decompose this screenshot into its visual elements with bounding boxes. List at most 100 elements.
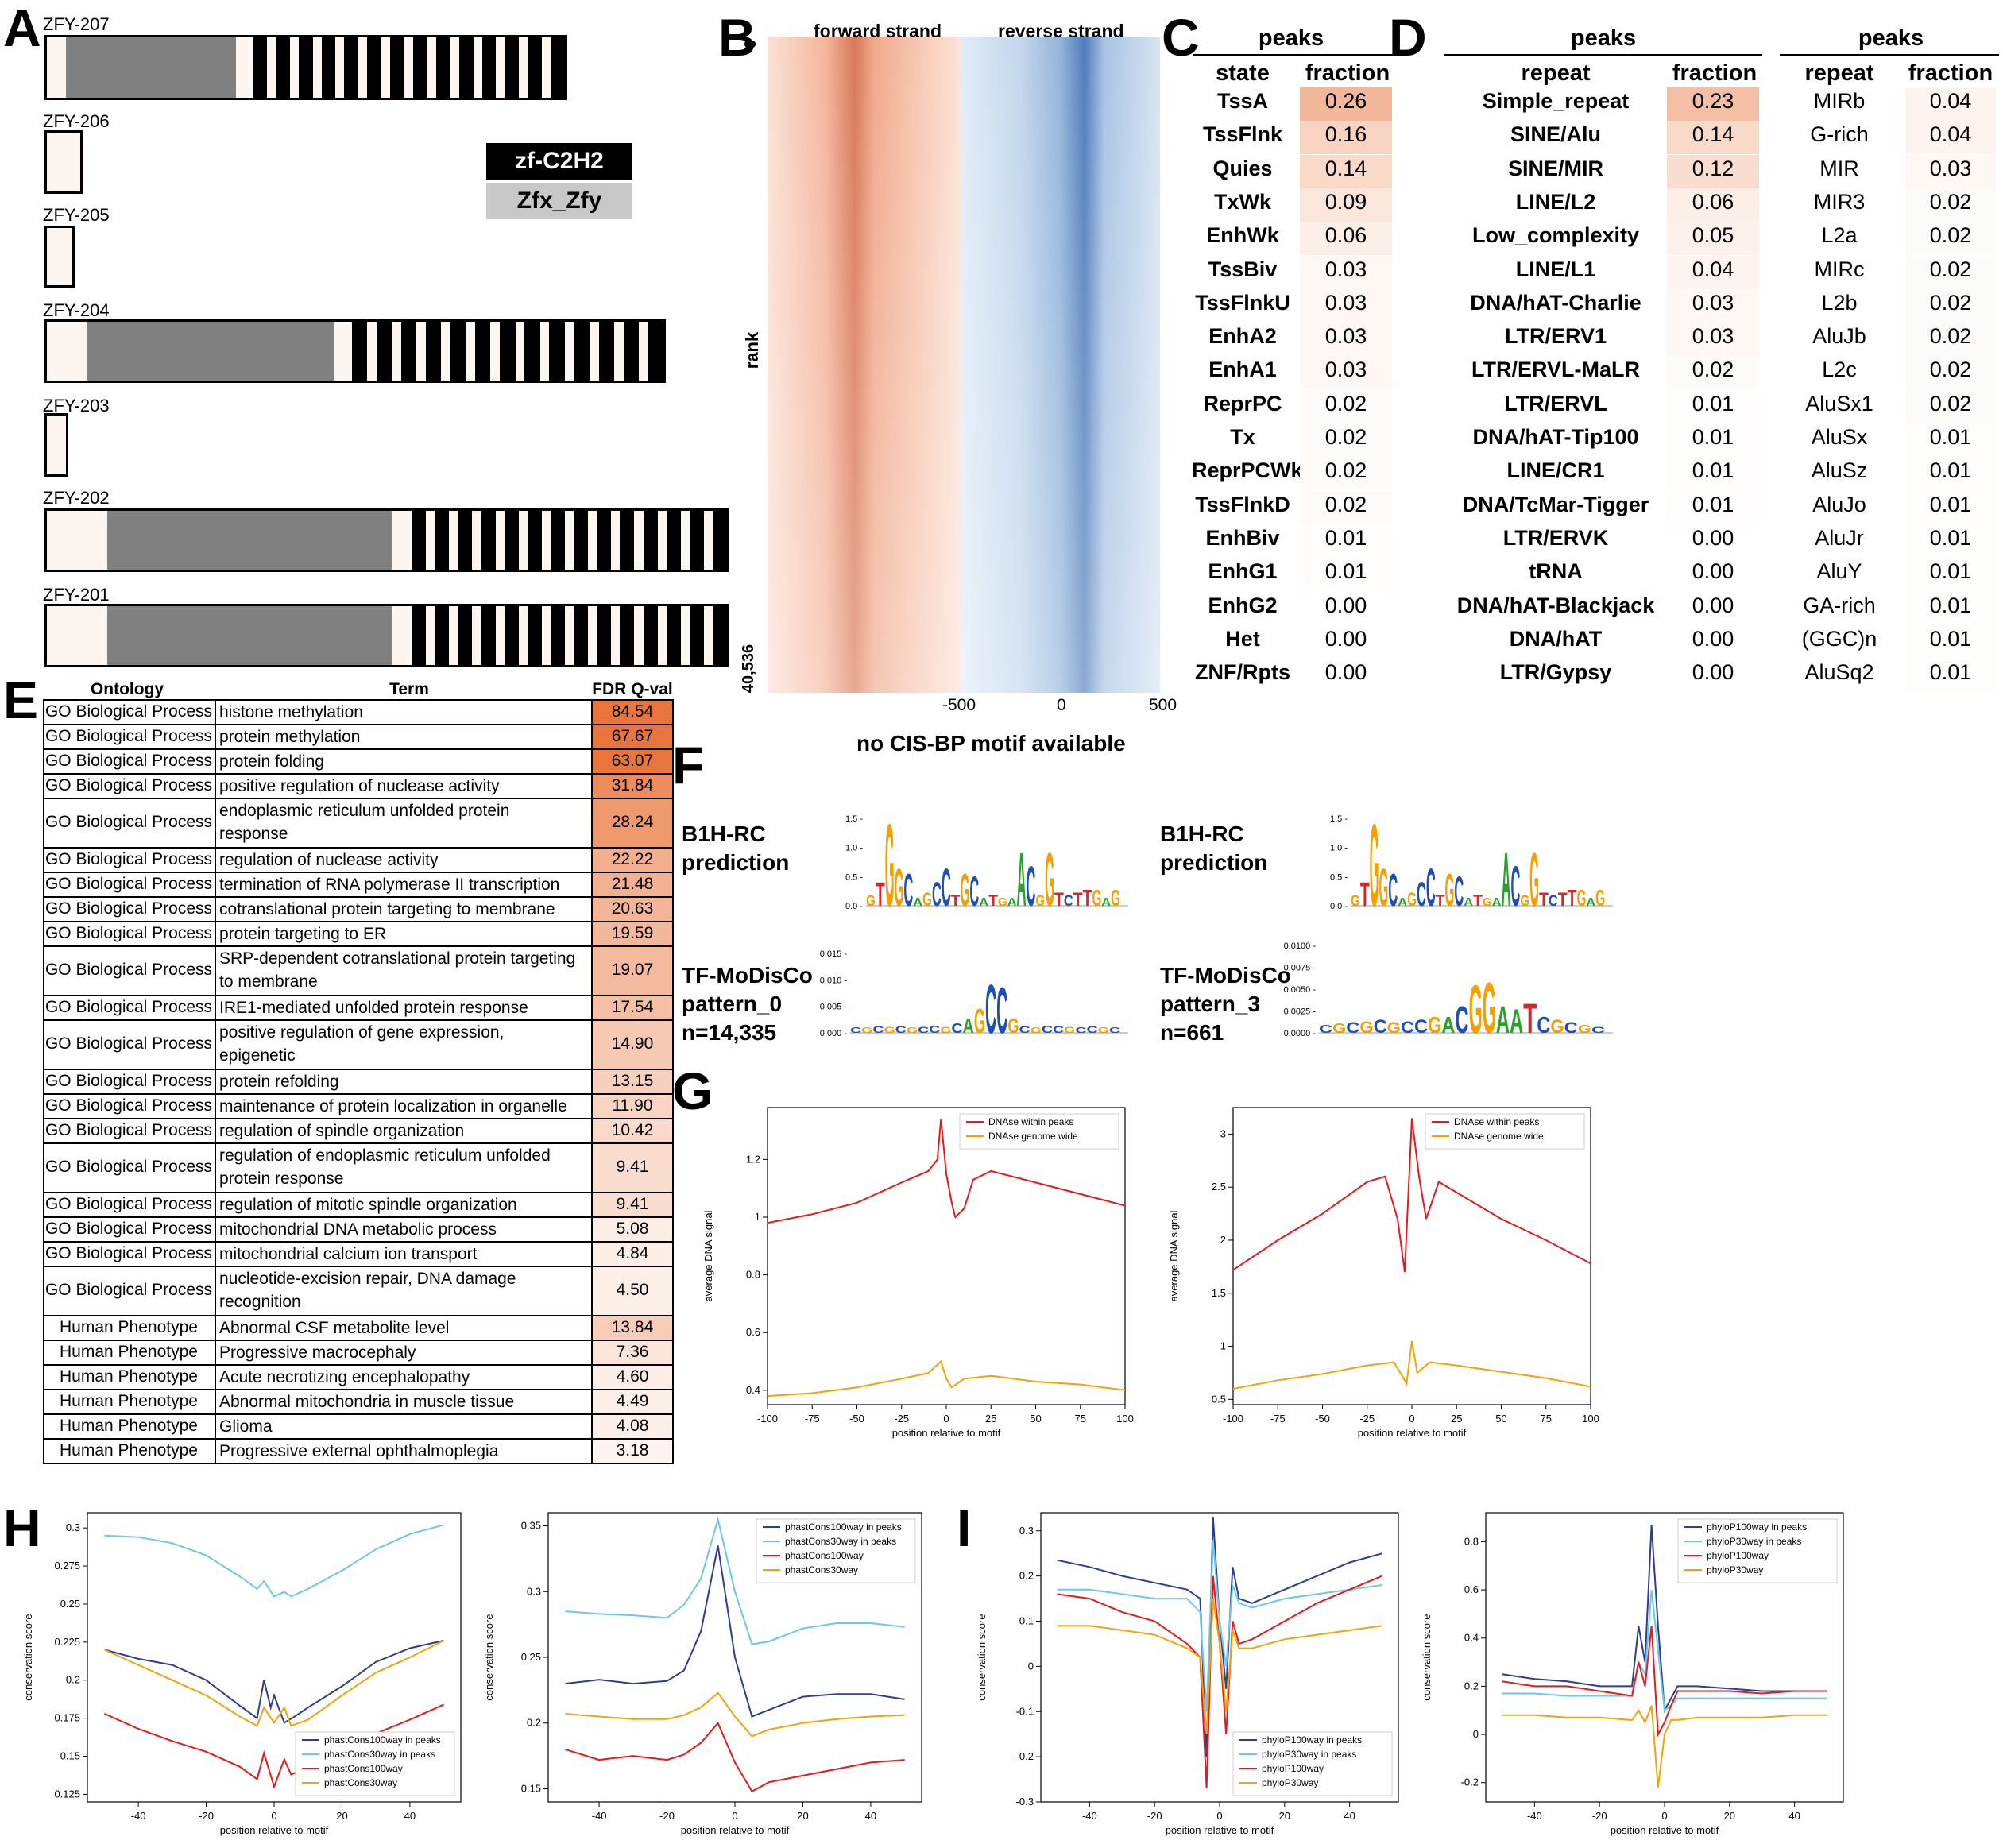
table-e-row	[43, 748, 674, 773]
x-tick-label: -75	[805, 1413, 820, 1425]
table-e-ontology: GO Biological Process	[44, 899, 213, 918]
table-c-fraction: 0.03	[1324, 257, 1367, 281]
y-tick-label: 0.35	[521, 1520, 541, 1532]
table-e-term: Glioma	[219, 1415, 588, 1438]
logo-letter: T	[1436, 892, 1445, 909]
table-c-state: TssA	[1216, 89, 1269, 113]
table-c-state: ReprPCWk	[1192, 458, 1303, 483]
table-d2-repeat: MIRb	[1813, 89, 1866, 113]
zf-c2h2-stripe	[367, 37, 382, 98]
table-e-row	[43, 699, 674, 724]
table-d2-repeat: GA-rich	[1803, 593, 1876, 617]
table-d1-fraction: 0.01	[1692, 492, 1734, 516]
zf-c2h2-stripe	[376, 322, 392, 381]
heatmap-forward	[768, 37, 961, 693]
y-tick-label: 0.25	[521, 1651, 541, 1663]
table-d2-fraction: 0.02	[1929, 257, 1972, 281]
table-e-q-fill	[593, 1119, 672, 1142]
table-d1-fraction-fill	[1667, 591, 1759, 625]
table-e-q: 28.24	[611, 813, 654, 831]
table-d2-fraction: 0.01	[1929, 559, 1972, 584]
table-d1-fraction-fill	[1667, 222, 1759, 256]
x-tick-label: 0	[1409, 1413, 1414, 1425]
table-e-q-fill	[593, 725, 672, 748]
table-d1-fraction: 0.00	[1692, 626, 1734, 651]
x-tick-label: -20	[1147, 1810, 1162, 1822]
legend-entry: phyloP100way	[1262, 1763, 1324, 1774]
zf-c2h2-stripe	[390, 37, 404, 98]
x-tick-label: 40	[1788, 1810, 1800, 1822]
table-e-q: 19.07	[611, 961, 654, 979]
zf-c2h2-stripe	[298, 37, 313, 98]
table-e-q: 84.54	[611, 702, 654, 721]
zf-c2h2-domains	[342, 322, 663, 381]
table-c-fraction: 0.14	[1324, 156, 1367, 180]
table-c-fraction-fill	[1300, 591, 1392, 625]
table-d2-repeat: AluJr	[1815, 525, 1864, 550]
table-d1-repeat: DNA/hAT-Blackjack	[1456, 593, 1655, 617]
logo-letter: A	[1496, 999, 1510, 1042]
table-e-q: 9.41	[616, 1194, 649, 1213]
table-e-term-line: maintenance of protein localization in o…	[219, 1097, 567, 1115]
x-tick-label: -50	[849, 1413, 864, 1425]
table-e-row	[43, 1315, 674, 1340]
table-d1-fraction-fill	[1667, 524, 1759, 558]
table-c-state: Het	[1225, 626, 1260, 651]
table-e-ontology: GO Biological Process	[44, 1096, 213, 1115]
table-c-fraction-fill	[1300, 188, 1392, 222]
table-e-bottom-rule	[43, 1463, 674, 1464]
table-e-q: 4.84	[616, 1243, 649, 1262]
table-e-divider	[591, 773, 593, 798]
table-c-fraction-fill	[1300, 524, 1392, 558]
y-tick-label: 1	[755, 1211, 760, 1223]
table-e-q-fill	[593, 775, 672, 798]
logo-letter: C	[952, 1021, 963, 1036]
table-d2-fraction: 0.01	[1929, 458, 1972, 483]
x-tick-label: -40	[592, 1810, 607, 1822]
legend-entry: phyloP100way	[1707, 1550, 1769, 1561]
isoform-bar-207	[44, 35, 567, 100]
table-e-row	[43, 1340, 674, 1364]
table-c-fraction-fill	[1300, 356, 1392, 390]
logo-letter: C	[1417, 875, 1426, 913]
logo-letter: A	[1464, 895, 1473, 908]
logo-label-line: TF-MoDisCo	[1160, 963, 1291, 988]
table-e-divider	[591, 1413, 593, 1438]
table-d2-fraction-fill	[1905, 154, 1996, 188]
table-e-term-line: Progressive macrocephaly	[219, 1343, 416, 1362]
legend-entry: phastCons30way	[324, 1777, 397, 1788]
table-e-term-line: regulation of spindle organization	[219, 1122, 465, 1140]
logo-letter: C	[1109, 1026, 1120, 1035]
series-line-3	[103, 1640, 445, 1727]
table-d2-repeat: MIRc	[1814, 257, 1865, 281]
table-e-q: 19.59	[611, 923, 654, 942]
table-e-divider	[215, 1315, 216, 1340]
table-e-term: Progressive macrocephaly	[219, 1341, 588, 1364]
table-d2-repeat: L2b	[1821, 290, 1858, 315]
logo-letter: G	[1550, 1016, 1564, 1038]
table-d2-fraction-fill	[1905, 288, 1996, 323]
y-tick-label: 0.8	[1464, 1535, 1479, 1547]
table-d1-fraction-fill	[1667, 457, 1759, 491]
table-d2-fraction-fill	[1905, 356, 1996, 390]
table-d1-fraction-fill	[1667, 288, 1759, 323]
logo-letter: G	[1092, 885, 1101, 910]
y-tick-label: 0.275	[54, 1560, 80, 1572]
table-d1-fraction-fill	[1667, 389, 1759, 423]
table-e-q: 13.15	[611, 1071, 654, 1090]
table-d2-fraction-fill	[1905, 87, 1996, 121]
table-e-term-line: epigenetic	[219, 1046, 296, 1065]
table-e-divider	[591, 1216, 593, 1241]
table-e-divider	[215, 872, 216, 896]
table-e-q: 4.49	[616, 1391, 649, 1410]
table-e-divider	[215, 699, 216, 724]
table-d2-rule	[1780, 54, 1999, 56]
table-d1-fraction-fill	[1667, 490, 1759, 524]
table-d1-fraction: 0.03	[1692, 324, 1734, 349]
zf-c2h2-stripe	[620, 511, 635, 570]
legend-entry: phyloP30way	[1262, 1777, 1318, 1788]
legend-entry: phastCons100way	[324, 1763, 403, 1774]
chart-i1-phylop: -40 -20 0 20 40 -0.3 -0.2 -0.1 0 0.1 0.2 0.3 positio…	[976, 1512, 1399, 1836]
table-e-row	[43, 921, 674, 945]
